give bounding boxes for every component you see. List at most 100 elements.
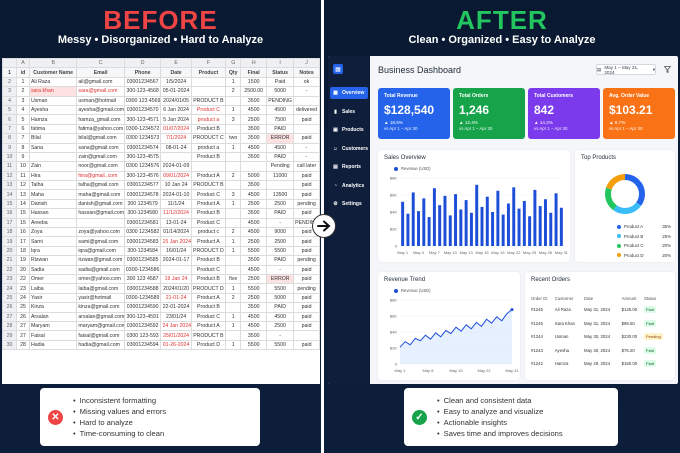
table-cell: Hira	[28, 170, 78, 182]
table-cell: paid	[293, 133, 320, 144]
bar	[506, 203, 510, 246]
sidebar-item-products[interactable]: ▣ Products	[330, 124, 368, 136]
table-cell: 11	[16, 170, 30, 182]
table-cell: yasir@hotmail	[76, 292, 125, 304]
column-letter: C	[76, 58, 125, 69]
table-cell: hassan@gmail.com	[76, 208, 125, 219]
sidebar-item-settings[interactable]: ⚙ Settings	[330, 198, 368, 210]
recent-orders-card: Recent Orders Order ID Customer Date Amount…	[525, 272, 675, 380]
table-cell: Product A	[190, 170, 227, 182]
x-tick-label: May 4	[413, 250, 425, 255]
column-header: Date	[160, 67, 192, 78]
table-cell: 11/1/24	[160, 198, 192, 210]
table-cell: 03001234588	[123, 283, 162, 294]
kpi-comparison: vs Apr 1 – Apr 30	[534, 126, 568, 131]
bar	[538, 206, 542, 246]
table-cell: five	[225, 273, 242, 285]
table-cell: 22-01-2024	[160, 302, 192, 313]
row-number: 25	[2, 292, 18, 304]
table-cell: 15	[16, 217, 30, 229]
table-cell: 03001234567	[123, 76, 162, 88]
benefits-callout: ✓ Clean and consistent dataEasy to analy…	[404, 388, 618, 446]
y-tick-label: $6K	[390, 193, 397, 198]
table-row: 21 19 Rizwan rizwan@gmail.com 03001234585 202…	[2, 255, 320, 266]
table-cell: Product C	[190, 104, 227, 116]
table-row[interactable]: #1243 Ayesha May 30, 2024 $76.20 Paid	[531, 344, 671, 358]
table-cell: #1245	[531, 320, 543, 326]
table-cell: arsalan@gmail.com	[76, 311, 125, 322]
table-cell: PRODUCT B	[190, 95, 227, 106]
column-header: Notes	[293, 67, 320, 78]
table-cell: ERROR	[266, 273, 295, 285]
status-badge: Paid	[644, 306, 657, 314]
trend-legend-label: Revenue (USD)	[401, 288, 431, 293]
table-cell: 3	[225, 114, 242, 125]
table-cell: 20	[16, 264, 30, 276]
table-cell: 24 Jan 2024	[160, 320, 192, 332]
table-cell: Product B	[190, 273, 227, 285]
filter-icon[interactable]	[661, 64, 673, 75]
table-cell: Ali Raza	[28, 76, 78, 88]
table-cell: 5500	[240, 339, 268, 351]
table-cell: 03001234581	[123, 217, 162, 229]
bar	[491, 212, 495, 246]
gear-icon: ⚙	[333, 201, 338, 207]
status-badge: Paid	[644, 346, 657, 354]
table-cell: zain@gmail.com	[76, 151, 125, 163]
sidebar-item-customers[interactable]: ☺ Customers	[330, 143, 368, 155]
table-cell: Sadia	[28, 264, 78, 276]
sidebar-item-sales[interactable]: ▮ Sales	[330, 106, 368, 118]
kpi-value: 842	[534, 103, 555, 117]
table-cell: Product B	[190, 151, 227, 163]
date-range-picker[interactable]: ▤ May 1 – May 31, 2024 ▾	[596, 64, 656, 75]
table-cell: 5500	[266, 283, 295, 294]
table-row[interactable]: #1244 Usman May 30, 2024 $230.00 Pending	[531, 330, 671, 344]
kpi-value: $128,540	[384, 103, 435, 117]
messy-spreadsheet: A B C D E F G H I J 1 id Customer Name Email Phone Date…	[2, 58, 320, 384]
list-item: Missing values and errors	[73, 406, 167, 417]
check-circle-icon: ✓	[412, 409, 427, 425]
table-cell: usman@hotmail	[76, 95, 125, 106]
orders-header-row: Order ID Customer Date Amount Status	[531, 294, 671, 303]
bar	[480, 206, 484, 246]
table-cell: 1	[225, 245, 242, 257]
table-cell: 4500	[266, 311, 295, 322]
bar	[496, 190, 500, 246]
table-cell	[160, 264, 192, 276]
table-cell: 2	[225, 292, 242, 304]
table-cell	[240, 161, 268, 172]
after-subtitle: Clean • Organized • Easy to Analyze	[408, 34, 596, 46]
table-cell: 2500.00	[240, 86, 268, 97]
table-cell: 23/01/24	[160, 311, 192, 322]
sidebar-item-analytics[interactable]: ◔ Analytics	[330, 180, 368, 192]
table-cell: 5500	[240, 245, 268, 257]
sidebar-item-overview[interactable]: ▦ Overview	[330, 87, 368, 99]
row-number: 27	[2, 311, 18, 322]
row-number: 30	[2, 339, 18, 351]
bar	[549, 212, 553, 246]
table-cell: 1	[225, 339, 242, 351]
table-cell: 3	[16, 95, 30, 106]
table-row[interactable]: #1245 Sara Khan May 31, 2024 $98.50 Paid	[531, 317, 671, 331]
table-cell: PRODUCT B	[190, 180, 227, 191]
table-cell: Maha	[28, 189, 78, 200]
table-cell: Usman	[554, 334, 569, 340]
table-cell: Bilal	[28, 133, 78, 144]
column-letter: H	[240, 58, 268, 69]
y-tick-label: 0	[395, 362, 398, 367]
table-cell: 1	[225, 236, 242, 247]
table-row: 13 12 Talha talha@gmail.com 03001234577 10 Ja…	[2, 180, 320, 191]
table-cell	[190, 76, 227, 88]
table-row[interactable]: #1246 Ali Raza May 31, 2024 $125.00 Paid	[531, 303, 671, 317]
table-row[interactable]: #1242 Hamza May 29, 2024 $150.00 Paid	[531, 357, 671, 371]
table-row: 16 15 Hassan hassan@gmail.com 300-1234580 11/…	[2, 208, 320, 219]
table-cell: 01/07/2024	[160, 123, 192, 135]
sidebar-item-reports[interactable]: ▤ Reports	[330, 161, 368, 173]
table-cell: danish@gmail.com	[76, 198, 125, 210]
row-number: 28	[2, 320, 18, 332]
users-icon: ☺	[332, 145, 338, 152]
table-cell: 8	[16, 142, 30, 153]
sidebar: ▦ ▦ Overview ▮ Sales ▣ Products ☺ Customers ▤ Rep…	[328, 56, 370, 384]
row-number: 13	[2, 180, 18, 191]
